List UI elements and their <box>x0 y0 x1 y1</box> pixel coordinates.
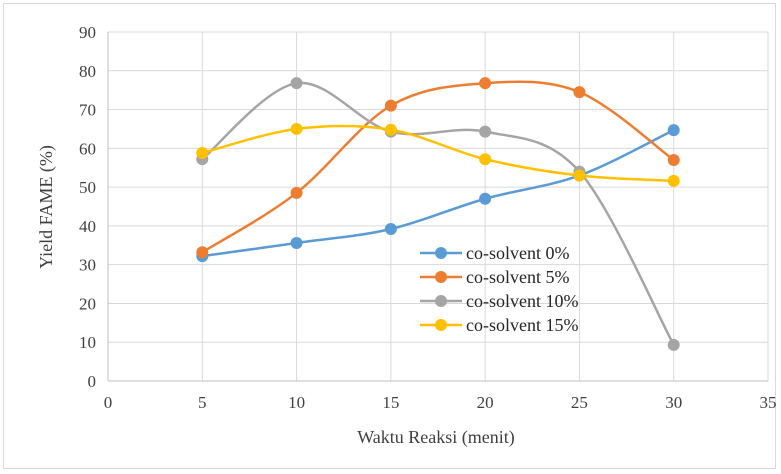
data-point-co-solvent-5 <box>196 246 209 259</box>
data-point-co-solvent-15 <box>573 169 586 182</box>
x-tick-label: 30 <box>665 393 682 412</box>
data-point-co-solvent-0 <box>667 124 680 137</box>
data-point-co-solvent-10 <box>667 338 680 351</box>
legend-label: co-solvent 5% <box>466 267 569 287</box>
y-tick-label: 0 <box>88 372 97 391</box>
series-line-co-solvent-10 <box>201 81 675 346</box>
series-layer <box>201 80 675 346</box>
y-tick-label: 80 <box>79 62 96 81</box>
legend-marker-co-solvent-10 <box>435 295 447 307</box>
y-tick-label: 50 <box>79 178 96 197</box>
data-point-co-solvent-15 <box>384 123 397 136</box>
data-point-co-solvent-5 <box>573 86 586 99</box>
x-tick-label: 20 <box>477 393 494 412</box>
data-point-co-solvent-15 <box>479 153 492 166</box>
legend-marker-co-solvent-15 <box>435 319 447 331</box>
legend-marker-co-solvent-5 <box>435 271 447 283</box>
data-point-co-solvent-15 <box>196 146 209 159</box>
data-point-co-solvent-0 <box>479 192 492 205</box>
data-point-co-solvent-10 <box>290 77 303 90</box>
data-point-co-solvent-10 <box>479 125 492 138</box>
x-tick-label: 15 <box>382 393 399 412</box>
tick-labels: 0 10 20 30 40 50 60 70 80 90 0 5 10 15 20 25 30 35 <box>79 23 777 412</box>
data-point-co-solvent-5 <box>384 99 397 112</box>
x-axis-title: Waktu Reaksi (menit) <box>357 427 515 448</box>
y-tick-label: 70 <box>79 101 96 120</box>
y-tick-label: 10 <box>79 333 96 352</box>
y-axis-title: Yield FAME (%) <box>36 145 57 269</box>
data-point-co-solvent-15 <box>290 122 303 135</box>
points-layer <box>196 77 680 351</box>
legend-label: co-solvent 15% <box>466 315 578 335</box>
legend-marker-co-solvent-0 <box>435 247 447 259</box>
series-line-co-solvent-0 <box>202 128 675 258</box>
x-tick-label: 10 <box>288 393 305 412</box>
data-point-co-solvent-5 <box>667 153 680 166</box>
data-point-co-solvent-0 <box>290 236 303 249</box>
chart-frame <box>3 3 776 469</box>
data-point-co-solvent-15 <box>667 174 680 187</box>
x-tick-label: 25 <box>571 393 588 412</box>
y-tick-label: 40 <box>79 217 96 236</box>
data-point-co-solvent-5 <box>290 186 303 199</box>
data-point-co-solvent-0 <box>384 222 397 235</box>
legend: co-solvent 0% co-solvent 5% co-solvent 10%… <box>420 243 578 335</box>
y-tick-label: 60 <box>79 139 96 158</box>
data-point-co-solvent-5 <box>479 77 492 90</box>
y-tick-label: 30 <box>79 256 96 275</box>
legend-label: co-solvent 10% <box>466 291 578 311</box>
x-tick-label: 35 <box>760 393 777 412</box>
axes <box>107 32 768 382</box>
x-tick-label: 5 <box>198 393 207 412</box>
series-line-co-solvent-5 <box>201 80 675 254</box>
x-tick-label: 0 <box>104 393 113 412</box>
legend-label: co-solvent 0% <box>466 243 569 263</box>
y-tick-label: 20 <box>79 294 96 313</box>
y-tick-label: 90 <box>79 23 96 42</box>
series-line-co-solvent-15 <box>201 124 674 183</box>
